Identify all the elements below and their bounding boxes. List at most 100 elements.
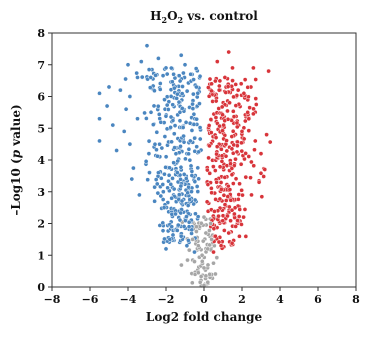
data-point xyxy=(241,214,246,220)
data-point xyxy=(143,159,149,164)
data-point xyxy=(154,181,160,187)
data-point xyxy=(186,238,191,243)
data-point xyxy=(152,88,157,94)
data-point xyxy=(168,125,173,130)
data-point xyxy=(127,94,133,99)
data-point xyxy=(189,173,195,178)
data-point xyxy=(193,66,199,71)
data-point xyxy=(156,170,161,176)
data-point xyxy=(147,85,153,90)
data-point xyxy=(175,222,181,228)
data-point xyxy=(157,87,163,92)
data-point xyxy=(214,179,219,185)
y-tick-label: 6 xyxy=(37,91,45,104)
data-point xyxy=(154,129,160,135)
data-point xyxy=(185,203,191,208)
data-point xyxy=(146,151,152,156)
data-point xyxy=(178,210,184,216)
data-point xyxy=(229,146,235,152)
data-point xyxy=(229,240,235,246)
data-point xyxy=(253,96,259,101)
data-point xyxy=(256,179,262,185)
data-point xyxy=(208,117,214,122)
data-point xyxy=(178,183,184,189)
data-point xyxy=(154,147,159,153)
data-point xyxy=(123,76,128,82)
data-point xyxy=(185,257,190,263)
data-point xyxy=(208,221,213,226)
data-point xyxy=(134,70,140,76)
data-point xyxy=(201,214,207,220)
data-point xyxy=(174,95,180,101)
data-point xyxy=(186,146,192,152)
data-point xyxy=(237,207,243,212)
data-point xyxy=(194,224,199,230)
data-point xyxy=(216,239,222,245)
data-point xyxy=(264,132,269,138)
data-point xyxy=(183,176,189,181)
data-point xyxy=(194,94,200,100)
data-point xyxy=(192,249,197,255)
data-point xyxy=(230,78,235,83)
data-point xyxy=(209,81,214,87)
data-point xyxy=(162,171,167,177)
data-point xyxy=(251,163,257,169)
data-point xyxy=(206,85,211,90)
data-point xyxy=(172,123,178,128)
x-tick-label: 2 xyxy=(238,293,246,306)
data-point xyxy=(151,103,157,109)
data-point xyxy=(214,144,220,149)
data-point xyxy=(242,207,248,212)
data-point xyxy=(155,153,160,159)
data-point xyxy=(184,214,189,219)
data-point xyxy=(199,259,205,264)
data-point xyxy=(261,174,267,179)
data-point xyxy=(182,62,188,68)
data-point xyxy=(161,205,167,210)
data-point xyxy=(178,177,183,182)
data-point xyxy=(253,102,259,107)
data-point xyxy=(262,167,268,172)
data-point xyxy=(167,165,172,171)
data-point xyxy=(196,149,202,155)
data-point xyxy=(144,43,150,49)
data-point xyxy=(251,65,256,71)
data-point xyxy=(135,116,140,122)
data-point xyxy=(142,110,147,116)
data-point xyxy=(220,218,226,224)
data-point xyxy=(213,115,219,120)
data-point xyxy=(233,224,238,229)
data-point xyxy=(227,100,232,106)
data-point xyxy=(176,73,182,79)
data-point xyxy=(195,189,201,194)
data-point xyxy=(233,82,239,87)
title-suffix: vs. control xyxy=(183,9,258,23)
data-point xyxy=(187,197,193,202)
data-point xyxy=(205,246,211,252)
data-point xyxy=(217,78,223,84)
data-point xyxy=(179,91,185,96)
data-point xyxy=(193,211,198,217)
data-point xyxy=(160,228,166,234)
data-point xyxy=(97,90,102,96)
data-point xyxy=(191,111,197,117)
data-point xyxy=(125,62,131,68)
data-point xyxy=(229,172,235,178)
data-point xyxy=(164,71,170,77)
y-tick-label: 8 xyxy=(37,27,45,40)
data-point xyxy=(241,90,247,96)
data-point xyxy=(190,106,196,111)
data-point xyxy=(223,153,229,159)
data-point xyxy=(129,176,135,182)
data-point xyxy=(226,204,232,210)
data-point xyxy=(188,163,194,169)
data-point xyxy=(207,76,213,82)
data-point xyxy=(221,122,226,128)
data-point xyxy=(242,77,248,82)
data-point xyxy=(183,120,189,125)
data-point xyxy=(258,170,264,176)
data-point xyxy=(228,218,233,224)
data-point xyxy=(185,190,191,196)
data-point xyxy=(178,164,184,170)
data-point xyxy=(145,177,151,183)
